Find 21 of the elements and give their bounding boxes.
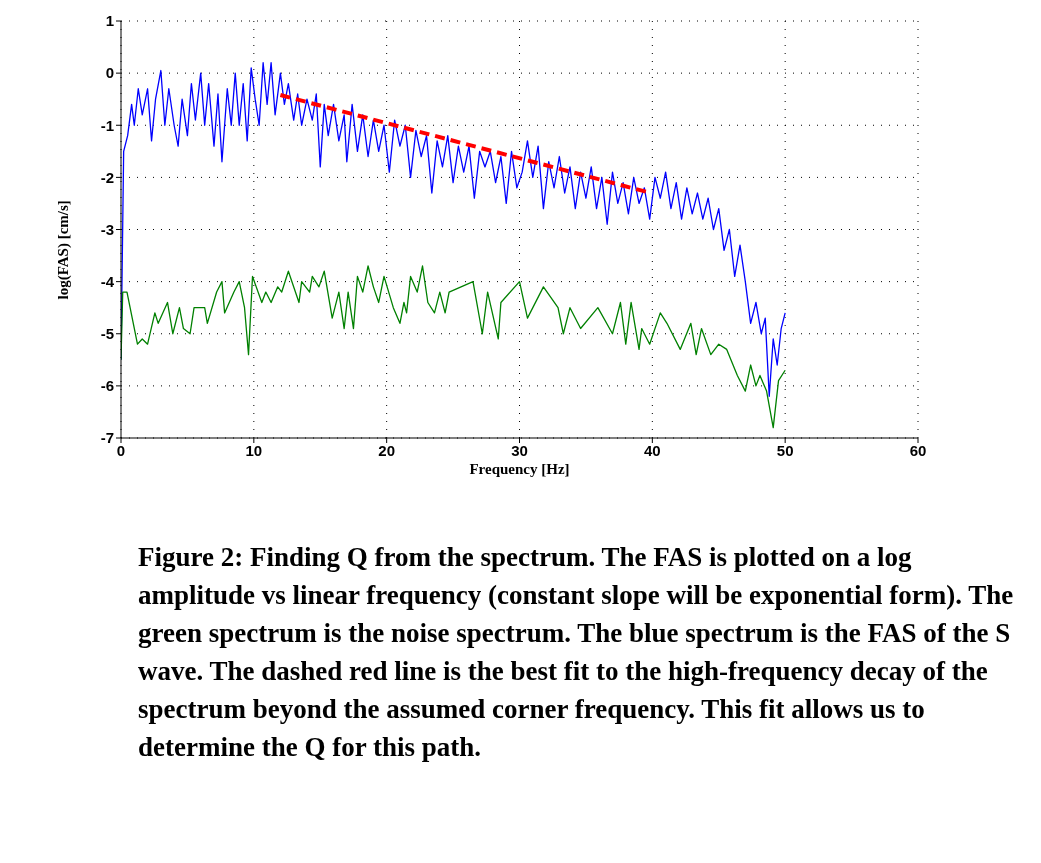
y-tick-label: -1 xyxy=(100,116,114,134)
line-series xyxy=(121,265,786,429)
x-tick-label: 30 xyxy=(511,441,528,459)
x-tick-label: 60 xyxy=(909,441,927,459)
y-tick-label: -2 xyxy=(100,168,114,186)
x-tick-label: 20 xyxy=(378,441,396,459)
caption: Figure 2: Finding Q from the spectrum. The FAS is plotted on a log amplitude vs linear frequency (constant slope will be exponential form). The green spectrum is the noise spectrum. The blue spectrum is the FAS of the S wave. The dashed red line is the best fit to the high-frequency decay of the spectrum beyond the assumed corner frequency. This fit allows us to determine the Q for this path. xyxy=(138,541,1015,764)
y-tick-label: 0 xyxy=(105,64,114,82)
y-axis-title: log(FAS) [cm/s] xyxy=(55,200,73,300)
x-tick-label: 40 xyxy=(643,441,661,459)
y-tick-label: 1 xyxy=(105,12,114,30)
y-tick-label: -4 xyxy=(100,272,115,290)
y-tick-label: -5 xyxy=(100,325,114,343)
line-series xyxy=(121,62,786,397)
y-tick-label: -7 xyxy=(100,429,114,447)
x-tick-label: 10 xyxy=(245,441,263,459)
y-tick-label: -6 xyxy=(100,377,114,395)
y-tick-label: -3 xyxy=(100,220,114,238)
x-tick-label: 50 xyxy=(776,441,794,459)
x-axis-title: Frequency [Hz] xyxy=(469,461,570,477)
x-tick-label: 0 xyxy=(116,441,126,459)
